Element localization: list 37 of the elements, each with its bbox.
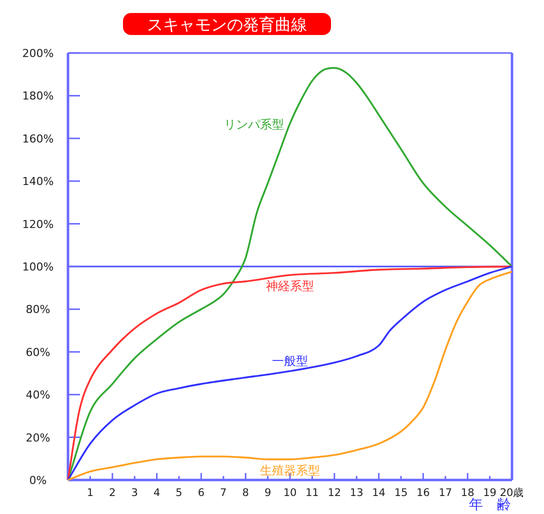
- x-tick-label: 19: [483, 487, 496, 499]
- y-tick-label: 140%: [22, 175, 54, 188]
- x-tick-label: 12: [328, 487, 342, 499]
- y-tick-label: 100%: [22, 260, 54, 274]
- x-axis-title: 年 齢: [469, 497, 511, 513]
- x-tick-label: 16: [416, 487, 430, 499]
- series-label: 一般型: [272, 354, 308, 368]
- chart-title: スキャモンの発育曲線: [147, 15, 307, 34]
- x-tick-label: 5: [176, 487, 182, 499]
- x-tick-label: 8: [242, 487, 249, 499]
- x-tick-label: 14: [372, 487, 386, 499]
- y-tick-label: 180%: [22, 90, 54, 103]
- x-tick-label: 4: [153, 487, 160, 499]
- series-label: 生殖器系型: [260, 463, 320, 478]
- x-tick-label: 18: [460, 487, 474, 499]
- x-tick-label: 13: [350, 487, 364, 499]
- x-tick-label: 20歳: [500, 486, 524, 499]
- series-label: リンパ系型: [224, 117, 284, 132]
- x-tick-label: 15: [394, 487, 408, 499]
- x-tick-label: 3: [131, 487, 138, 499]
- x-tick-label: 17: [438, 487, 452, 499]
- y-tick-label: 160%: [22, 132, 54, 146]
- y-tick-label: 20%: [26, 431, 50, 444]
- y-tick-label: 200%: [22, 47, 54, 60]
- x-tick-label: 2: [109, 487, 116, 499]
- y-tick-label: 60%: [26, 346, 50, 359]
- x-tick-label: 1: [86, 487, 94, 499]
- x-tick-label: 6: [198, 487, 205, 499]
- x-tick-label: 9: [264, 487, 272, 499]
- y-tick-label: 40%: [26, 388, 50, 402]
- x-tick-label: 11: [306, 487, 319, 499]
- y-tick-label: 0%: [29, 474, 47, 487]
- x-tick-label: 10: [283, 487, 297, 499]
- y-tick-label: 80%: [26, 303, 50, 316]
- x-tick-label: 7: [220, 487, 227, 499]
- series-label: 神経系型: [266, 279, 314, 294]
- y-tick-label: 120%: [22, 218, 54, 231]
